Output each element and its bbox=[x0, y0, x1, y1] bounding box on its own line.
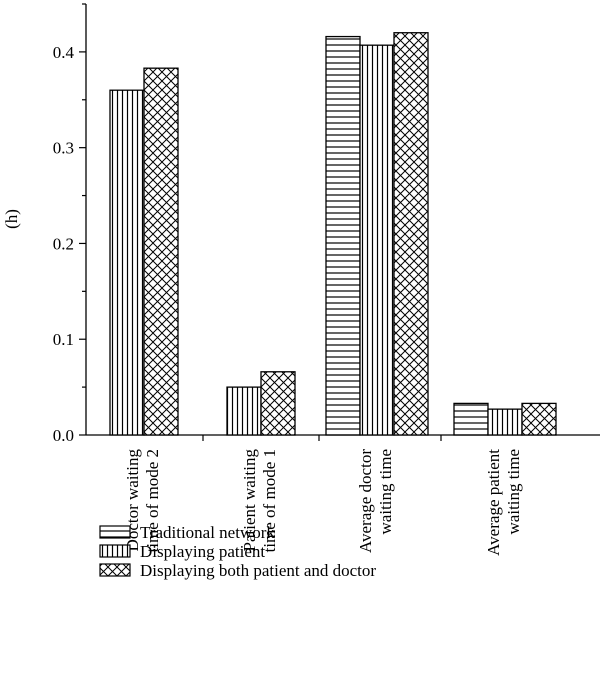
legend-item: Displaying patient bbox=[99, 542, 265, 561]
y-tick-label: 0.0 bbox=[53, 426, 74, 445]
bar bbox=[325, 35, 361, 436]
bars bbox=[109, 32, 557, 436]
x-tick-label-line: time of mode 2 bbox=[143, 449, 162, 552]
x-tick-label-line: Average doctor bbox=[356, 449, 375, 553]
y-tick-label: 0.1 bbox=[53, 330, 74, 349]
bar bbox=[109, 89, 145, 436]
x-tick-label-line: waiting time bbox=[376, 449, 395, 534]
x-tick-label-line: Average patient bbox=[484, 449, 503, 556]
bar bbox=[143, 67, 179, 436]
x-tick-label-line: waiting time bbox=[504, 449, 523, 534]
legend-swatch bbox=[99, 544, 131, 558]
x-tick-label-line: Patient waiting bbox=[240, 449, 259, 552]
x-tick-label: Patient waiting time of mode 1 bbox=[240, 449, 279, 553]
bar bbox=[393, 32, 429, 436]
y-axis: 0.0 0.1 0.2 0.3 0.4 (h) bbox=[2, 3, 87, 445]
y-axis-label: (h) bbox=[2, 209, 21, 229]
bar bbox=[487, 408, 523, 436]
bar bbox=[260, 371, 296, 436]
legend-label: Displaying both patient and doctor bbox=[140, 561, 376, 580]
legend-item: Displaying both patient and doctor bbox=[99, 561, 376, 580]
bar bbox=[521, 402, 557, 436]
legend-swatch bbox=[99, 563, 131, 577]
x-tick-label-line: time of mode 1 bbox=[260, 449, 279, 552]
x-tick-label: Average patient waiting time bbox=[484, 449, 523, 556]
x-tick-label: Average doctor waiting time bbox=[356, 449, 395, 553]
legend-swatch bbox=[99, 525, 131, 539]
y-tick-label: 0.3 bbox=[53, 139, 74, 158]
bar bbox=[359, 44, 395, 436]
y-tick-label: 0.2 bbox=[53, 234, 74, 253]
legend-label: Displaying patient bbox=[140, 542, 265, 561]
bar bbox=[226, 386, 262, 436]
legend-label: Traditional network bbox=[140, 523, 275, 542]
legend-item: Traditional network bbox=[99, 523, 275, 542]
bar bbox=[453, 402, 489, 436]
y-tick-label: 0.4 bbox=[53, 43, 75, 62]
